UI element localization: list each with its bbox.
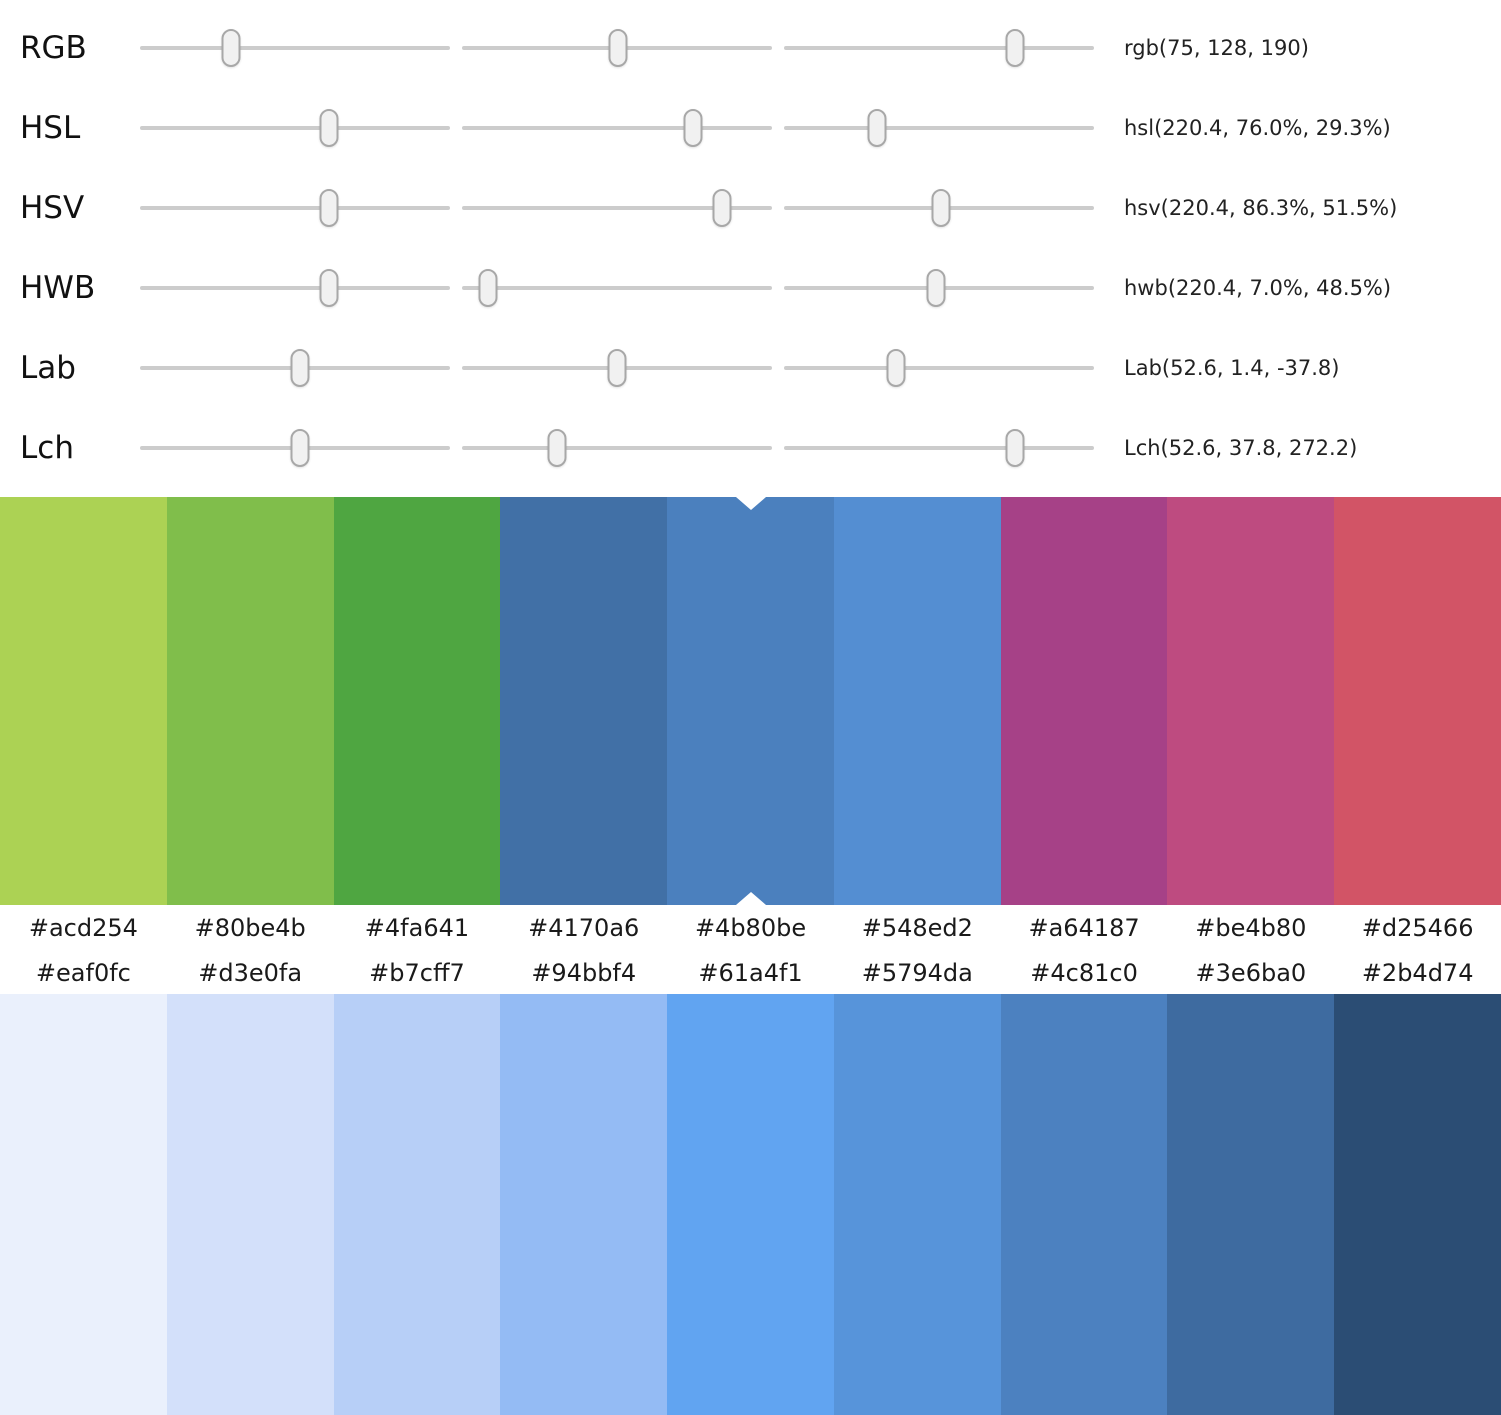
hwb-whiteness-handle[interactable] (478, 269, 498, 307)
hex-label: #4fa641 (364, 914, 470, 942)
colorspace-label-lch: Lch (20, 430, 74, 466)
palette-swatch[interactable] (333, 497, 501, 905)
colorspace-label-hsl: HSL (20, 110, 81, 146)
hsv-value-handle[interactable] (931, 189, 951, 227)
palette-swatch[interactable] (833, 994, 1001, 1415)
slider-row-hwb: HWB hwb(220.4, 7.0%, 48.5%) (0, 248, 1501, 328)
palette-swatch[interactable] (0, 994, 167, 1415)
hex-label: #80be4b (194, 914, 306, 942)
lab-l-track[interactable] (140, 346, 450, 390)
colorspace-label-hwb: HWB (20, 270, 96, 306)
palette-swatch[interactable] (166, 994, 334, 1415)
hsv-value-text: hsv(220.4, 86.3%, 51.5%) (1124, 196, 1398, 220)
colorspace-label-rgb: RGB (20, 30, 87, 66)
palette-top (0, 497, 1501, 905)
rgb-green-handle[interactable] (608, 29, 628, 67)
hex-label: #3e6ba0 (1195, 958, 1307, 987)
slider-row-rgb: RGB rgb(75, 128, 190) (0, 8, 1501, 88)
palette-swatch[interactable] (0, 497, 167, 905)
lch-l-handle[interactable] (290, 429, 310, 467)
lch-hue-track[interactable] (784, 426, 1094, 470)
lab-b-track[interactable] (784, 346, 1094, 390)
hsv-saturation-track[interactable] (462, 186, 772, 230)
hex-label: #94bbf4 (531, 958, 637, 987)
palette-swatch[interactable] (1000, 497, 1168, 905)
palette-swatch[interactable] (500, 497, 668, 905)
hsv-hue-track[interactable] (140, 186, 450, 230)
palette-swatch[interactable] (1167, 994, 1335, 1415)
hex-label: #a64187 (1028, 914, 1140, 942)
lch-chroma-handle[interactable] (547, 429, 567, 467)
lch-value-text: Lch(52.6, 37.8, 272.2) (1124, 436, 1358, 460)
palette-bottom (0, 994, 1501, 1415)
slider-row-lab: Lab Lab(52.6, 1.4, -37.8) (0, 328, 1501, 408)
hex-label: #2b4d74 (1361, 958, 1474, 987)
hwb-value-text: hwb(220.4, 7.0%, 48.5%) (1124, 276, 1392, 300)
hex-label: #acd254 (28, 914, 138, 942)
hex-label: #5794da (861, 958, 973, 987)
hex-label: #4b80be (694, 914, 807, 942)
lab-l-handle[interactable] (290, 349, 310, 387)
lab-a-handle[interactable] (607, 349, 627, 387)
hsl-value-text: hsl(220.4, 76.0%, 29.3%) (1124, 116, 1391, 140)
palette-swatch[interactable] (667, 994, 834, 1415)
hsv-value-track[interactable] (784, 186, 1094, 230)
palette-swatch[interactable] (1334, 994, 1501, 1415)
hwb-whiteness-track[interactable] (462, 266, 772, 310)
hwb-hue-handle[interactable] (319, 269, 339, 307)
palette-swatch[interactable] (1167, 497, 1335, 905)
lab-b-handle[interactable] (886, 349, 906, 387)
lch-hue-handle[interactable] (1005, 429, 1025, 467)
hex-label: #61a4f1 (698, 958, 803, 987)
hsl-hue-handle[interactable] (319, 109, 339, 147)
palette-swatch[interactable] (1334, 497, 1501, 905)
hsv-hue-handle[interactable] (319, 189, 339, 227)
hex-label: #eaf0fc (35, 958, 131, 987)
palette-swatch[interactable] (1000, 994, 1168, 1415)
rgb-blue-track[interactable] (784, 26, 1094, 70)
hex-label: #4170a6 (528, 914, 640, 942)
palette-top-hex-labels: #acd254 #80be4b #4fa641 #4170a6 #4b80be … (0, 905, 1501, 951)
hsv-saturation-handle[interactable] (712, 189, 732, 227)
hex-label: #4c81c0 (1030, 958, 1138, 987)
hwb-blackness-handle[interactable] (926, 269, 946, 307)
selected-color-notch-bottom (735, 892, 766, 905)
hwb-hue-track[interactable] (140, 266, 450, 310)
slider-row-lch: Lch Lch(52.6, 37.8, 272.2) (0, 408, 1501, 488)
hex-label: #548ed2 (861, 914, 973, 942)
palette-bottom-hex-labels: #eaf0fc #d3e0fa #b7cff7 #94bbf4 #61a4f1 … (0, 951, 1501, 994)
slider-row-hsv: HSV hsv(220.4, 86.3%, 51.5%) (0, 168, 1501, 248)
selected-color-notch-top (735, 497, 766, 510)
color-sliders-panel: RGB rgb(75, 128, 190) HSL hsl(220.4, 76.… (0, 0, 1501, 488)
hsl-saturation-track[interactable] (462, 106, 772, 150)
hsl-saturation-handle[interactable] (683, 109, 703, 147)
slider-row-hsl: HSL hsl(220.4, 76.0%, 29.3%) (0, 88, 1501, 168)
rgb-value-text: rgb(75, 128, 190) (1124, 36, 1309, 60)
lch-chroma-track[interactable] (462, 426, 772, 470)
hsl-lightness-handle[interactable] (867, 109, 887, 147)
palette-swatch[interactable] (333, 994, 501, 1415)
rgb-blue-handle[interactable] (1005, 29, 1025, 67)
colorspace-label-hsv: HSV (20, 190, 85, 226)
colorspace-label-lab: Lab (20, 350, 76, 386)
rgb-green-track[interactable] (462, 26, 772, 70)
palette-swatch[interactable] (500, 994, 668, 1415)
rgb-red-handle[interactable] (221, 29, 241, 67)
palette-swatch[interactable] (667, 497, 834, 905)
hex-label: #be4b80 (1195, 914, 1307, 942)
palette-swatch[interactable] (166, 497, 334, 905)
hex-label: #d25466 (1361, 914, 1474, 942)
lab-value-text: Lab(52.6, 1.4, -37.8) (1124, 356, 1340, 380)
lab-a-track[interactable] (462, 346, 772, 390)
hsl-lightness-track[interactable] (784, 106, 1094, 150)
hwb-blackness-track[interactable] (784, 266, 1094, 310)
palette-swatch[interactable] (833, 497, 1001, 905)
hsl-hue-track[interactable] (140, 106, 450, 150)
hex-label: #b7cff7 (369, 958, 465, 987)
rgb-red-track[interactable] (140, 26, 450, 70)
hex-label: #d3e0fa (198, 958, 303, 987)
lch-l-track[interactable] (140, 426, 450, 470)
